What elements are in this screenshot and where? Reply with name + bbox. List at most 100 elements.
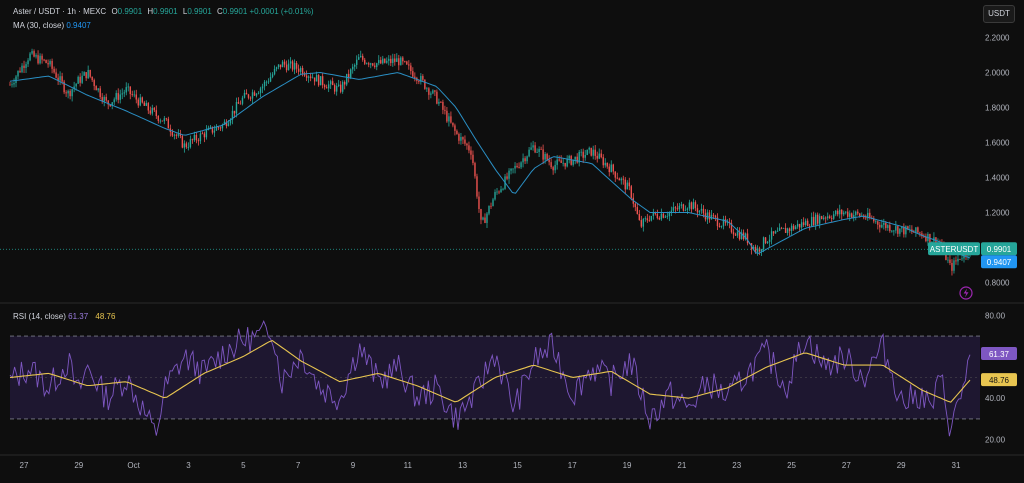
candle [454,123,456,136]
candle-body [810,216,813,227]
candle-body [676,208,679,210]
price-axis-tick: 1.2000 [985,209,1010,218]
candle-body [744,233,747,240]
candle-body [287,63,290,71]
candle-body [410,65,412,72]
candle [578,149,580,167]
candle-body [604,162,606,166]
symbol-price-tag[interactable]: ASTERUSDT [928,242,980,256]
candle [157,115,160,124]
candle [738,227,741,241]
candle [35,53,37,59]
candle [125,82,127,96]
candle-body [434,90,436,92]
ma-legend[interactable]: MA (30, close) 0.9407 [13,21,91,30]
candle [822,214,825,221]
candle [73,81,75,93]
candle [119,89,121,104]
candle-body [921,233,923,237]
currency-button[interactable]: USDT [983,5,1015,23]
rsi-value-tag-text: 61.37 [989,350,1010,359]
candle-body [664,216,667,218]
candle [620,177,622,185]
candle [851,212,853,219]
candle-body [790,225,793,232]
candle-body [370,63,372,65]
candle-body [482,217,484,220]
candle [510,168,512,175]
candle-body [237,102,240,104]
candle-body [662,213,665,218]
symbol-title[interactable]: Aster / USDT · 1h · MEXC [13,7,107,16]
candle [155,105,158,119]
candle [426,86,428,92]
candle [883,218,885,230]
candle-body [486,213,488,223]
candle-body [827,216,829,219]
candle-body [877,221,879,225]
candle [299,66,302,76]
candle [81,71,83,85]
candle [131,90,133,97]
candle [394,53,396,66]
candle-body [398,58,400,66]
candle-body [269,77,272,82]
candle-body [824,217,827,219]
candle [810,212,813,227]
candle-body [786,228,789,233]
candle [478,191,480,213]
time-axis-tick: 11 [404,461,413,470]
rsi-legend[interactable]: RSI (14, close) 61.37 48.76 [13,312,115,321]
candle [496,188,498,195]
candle-body [558,159,560,161]
candle-body [778,227,781,231]
candle-body [229,119,232,124]
candle-body [199,133,202,142]
candle [354,63,356,71]
candle-body [857,211,859,214]
candle-body [386,60,388,63]
candle-body [592,149,594,156]
candle-body [159,120,162,122]
candle-body [388,58,390,61]
candle-body [873,218,875,222]
rsi-ma-tag-bg [981,373,1017,387]
candle-body [382,58,384,64]
candle-body [476,176,478,197]
candle [792,223,795,231]
candle-body [598,153,600,159]
candle [762,236,765,253]
time-axis-tick: 27 [20,461,29,470]
candle-body [15,76,17,84]
candle [392,53,394,67]
candle [686,207,689,215]
change-value: +0.0001 (+0.01%) [249,7,314,16]
candle [959,258,961,260]
candle-body [542,149,544,160]
candle [225,119,228,129]
time-axis-tick: 3 [186,461,191,470]
candle-body [804,220,807,226]
candle-body [249,97,252,99]
candle [57,73,59,85]
low-value: 0.9901 [187,7,212,16]
candle-body [881,224,883,228]
candle-body [147,103,149,111]
symbol-tag-text: ASTERUSDT [930,245,979,254]
candle-body [422,75,424,80]
ma-price-tag-bg [981,255,1017,269]
candle-body [560,160,562,163]
candle-body [893,230,895,232]
candle [11,82,13,88]
candle-body [656,214,659,219]
ma-price-tag: 0.9407 [981,255,1017,269]
candle [476,173,478,199]
lightning-icon[interactable] [959,286,973,300]
candle-body [572,159,574,165]
candle [624,177,626,195]
candle [718,222,721,228]
candle-body [167,118,170,129]
candle-body [239,103,242,105]
candle-body [768,239,771,242]
